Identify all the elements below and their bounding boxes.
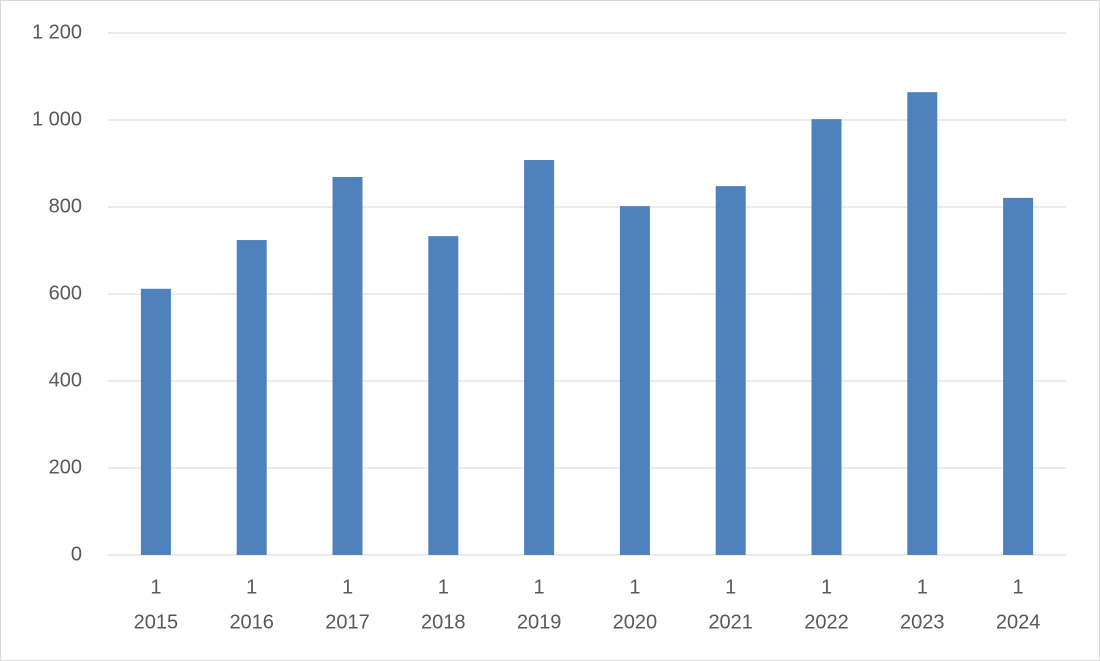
y-tick-label: 200 [49, 456, 82, 478]
x-tick-label: 1 [534, 576, 545, 598]
x-tick-label: 1 [917, 576, 928, 598]
y-tick-label: 400 [49, 369, 82, 391]
bar [524, 160, 555, 555]
bar [619, 206, 650, 555]
x-tick-label: 2020 [613, 611, 658, 633]
x-tick-label: 1 [725, 576, 736, 598]
x-tick-label: 2024 [996, 611, 1041, 633]
x-tick-label: 1 [342, 576, 353, 598]
x-tick-label: 2015 [134, 611, 179, 633]
bar [811, 119, 842, 555]
x-tick-label: 1 [246, 576, 257, 598]
bar [428, 236, 459, 555]
x-tick-label: 1 [629, 576, 640, 598]
y-tick-label: 800 [49, 195, 82, 217]
x-tick-label: 2016 [229, 611, 274, 633]
x-tick-label: 1 [821, 576, 832, 598]
x-tick-label: 2021 [708, 611, 753, 633]
bar [907, 92, 938, 555]
x-tick-label: 1 [150, 576, 161, 598]
x-tick-label: 1 [438, 576, 449, 598]
x-tick-label: 2023 [900, 611, 945, 633]
bar [332, 176, 363, 556]
x-tick-label: 2019 [517, 611, 562, 633]
y-tick-label: 1 200 [32, 21, 82, 43]
bar [140, 288, 171, 555]
x-tick-label: 2022 [804, 611, 849, 633]
y-tick-label: 600 [49, 282, 82, 304]
bar [236, 240, 267, 555]
x-tick-label: 2018 [421, 611, 466, 633]
bar [715, 186, 746, 555]
x-tick-label: 1 [1013, 576, 1024, 598]
y-tick-label: 0 [71, 543, 82, 565]
bar [1003, 197, 1034, 556]
x-tick-label: 2017 [325, 611, 370, 633]
y-tick-label: 1 000 [32, 108, 82, 130]
